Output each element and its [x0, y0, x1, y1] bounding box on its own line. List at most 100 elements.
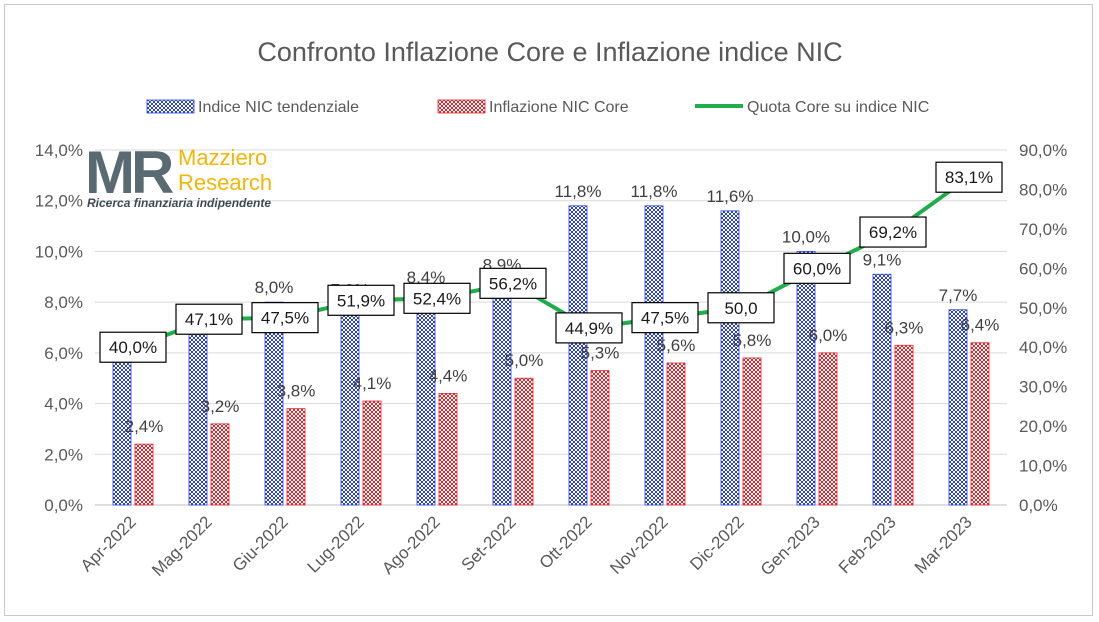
y-right-tick-label: 20,0%	[1019, 417, 1067, 436]
x-category-label: Mag-2022	[148, 512, 216, 580]
y-axis-right: 0,0% 10,0% 20,0% 30,0% 40,0% 50,0% 60,0% 70,0% 8…	[1019, 141, 1067, 515]
bar-nic	[492, 278, 512, 506]
quota-label: 52,4%	[403, 282, 471, 314]
quota-line: 40,0% 47,1% 47,5% 51,9% 52,4% 56,2% 44,9% 47,5%…	[99, 161, 1003, 363]
bar-label-core: 3,8%	[277, 382, 316, 401]
quota-label: 56,2%	[479, 267, 547, 299]
quota-label-text: 47,5%	[261, 309, 309, 328]
legend: Indice NIC tendenziale Inflazione NIC Co…	[146, 99, 929, 116]
y-right-tick-label: 0,0%	[1019, 496, 1058, 515]
x-category-label: Mar-2023	[911, 512, 976, 577]
y-right-tick-label: 50,0%	[1019, 299, 1067, 318]
y-axis-left: 0,0% 2,0% 4,0% 6,0% 8,0% 10,0% 12,0% 14,0%	[35, 141, 83, 515]
logo-name-line2: Research	[178, 170, 272, 195]
legend-label-nic: Indice NIC tendenziale	[198, 99, 359, 116]
quota-label-box	[707, 292, 775, 324]
bar-core	[134, 443, 154, 506]
quota-label-box	[935, 161, 1003, 193]
quota-label-text: 69,2%	[869, 223, 917, 242]
bar-core	[590, 370, 610, 506]
quota-label: 40,0%	[99, 331, 167, 363]
bar-label-nic: 11,8%	[631, 182, 678, 201]
quota-label: 69,2%	[859, 216, 927, 248]
x-category-label: Apr-2022	[77, 512, 140, 575]
y-left-tick-label: 6,0%	[44, 344, 83, 363]
quota-label: 44,9%	[555, 312, 623, 344]
bar-nic	[796, 251, 816, 506]
bar-nic	[188, 332, 208, 506]
bar-nic	[416, 291, 436, 506]
quota-label-box	[403, 282, 471, 314]
y-left-tick-label: 4,0%	[44, 395, 83, 414]
quota-label: 83,1%	[935, 161, 1003, 193]
quota-label-text: 56,2%	[489, 274, 537, 293]
y-right-tick-label: 80,0%	[1019, 180, 1067, 199]
bar-label-core: 6,0%	[809, 326, 848, 345]
bar-label-nic: 8,4%	[407, 268, 446, 287]
bar-core	[818, 352, 838, 506]
bar-nic	[340, 304, 360, 506]
bar-label-nic: 10,0%	[782, 227, 830, 246]
x-category-label: Dic-2022	[686, 512, 748, 574]
quota-label-box	[99, 331, 167, 363]
bar-core	[514, 377, 534, 506]
quota-label-box	[631, 302, 699, 334]
bar-nic	[720, 210, 740, 506]
quota-label-box	[327, 284, 395, 316]
quota-label-box	[251, 302, 319, 334]
y-left-tick-label: 8,0%	[44, 293, 83, 312]
bar-label-core: 4,4%	[429, 366, 468, 385]
bar-label-core: 6,3%	[885, 318, 924, 337]
y-right-tick-label: 60,0%	[1019, 259, 1067, 278]
bar-nic	[568, 205, 588, 506]
bar-label-core: 5,8%	[733, 331, 772, 350]
chart-frame: Confronto Inflazione Core e Inflazione i…	[4, 4, 1093, 616]
bar-label-core: 4,1%	[353, 374, 392, 393]
y-right-tick-label: 30,0%	[1019, 378, 1067, 397]
bar-core	[666, 362, 686, 506]
legend-swatch-nic	[146, 99, 195, 114]
y-right-tick-label: 40,0%	[1019, 338, 1067, 357]
quota-label-box	[175, 303, 243, 335]
quota-label-text: 60,0%	[793, 259, 841, 278]
bar-label-nic: 9,1%	[863, 250, 902, 269]
bar-label-core: 6,4%	[961, 316, 1000, 335]
bar-core	[210, 423, 230, 506]
quota-label-text: 44,9%	[565, 319, 613, 338]
bar-label-core: 5,6%	[657, 336, 696, 355]
bar-core	[438, 393, 458, 506]
quota-label-text: 83,1%	[945, 168, 993, 187]
chart-svg: Confronto Inflazione Core e Inflazione i…	[35, 37, 1067, 580]
bar-label-core: 5,0%	[505, 351, 544, 370]
bar-core	[894, 344, 914, 506]
quota-label: 50,0	[707, 292, 775, 324]
quota-label-box	[479, 267, 547, 299]
bar-label-nic: 7,7%	[939, 286, 978, 305]
y-left-tick-label: 14,0%	[35, 141, 83, 160]
x-category-label: Set-2022	[458, 512, 520, 574]
quota-label-text: 50,0	[724, 299, 757, 318]
y-left-tick-label: 12,0%	[35, 192, 83, 211]
quota-label: 47,5%	[631, 302, 699, 334]
quota-label-text: 47,5%	[641, 309, 689, 328]
quota-label-text: 51,9%	[337, 291, 385, 310]
bars	[112, 205, 990, 506]
bar-label-core: 2,4%	[125, 417, 164, 436]
logo-tagline: Ricerca finanziaria indipendente	[87, 196, 271, 210]
quota-label: 47,1%	[175, 303, 243, 335]
y-right-tick-label: 70,0%	[1019, 220, 1067, 239]
x-category-label: Gen-2023	[757, 512, 824, 579]
bar-core	[362, 400, 382, 506]
x-category-label: Feb-2023	[835, 512, 900, 577]
quota-label-text: 40,0%	[109, 338, 157, 357]
bar-core	[742, 357, 762, 506]
bar-label-nic: 11,8%	[555, 182, 602, 201]
quota-label-text: 52,4%	[413, 289, 461, 308]
y-left-tick-label: 10,0%	[35, 242, 83, 261]
bar-label-core: 5,3%	[581, 344, 620, 363]
quota-label-box	[555, 312, 623, 344]
y-right-tick-label: 10,0%	[1019, 457, 1067, 476]
quota-label: 60,0%	[783, 252, 851, 284]
quota-label: 47,5%	[251, 302, 319, 334]
quota-label: 51,9%	[327, 284, 395, 316]
